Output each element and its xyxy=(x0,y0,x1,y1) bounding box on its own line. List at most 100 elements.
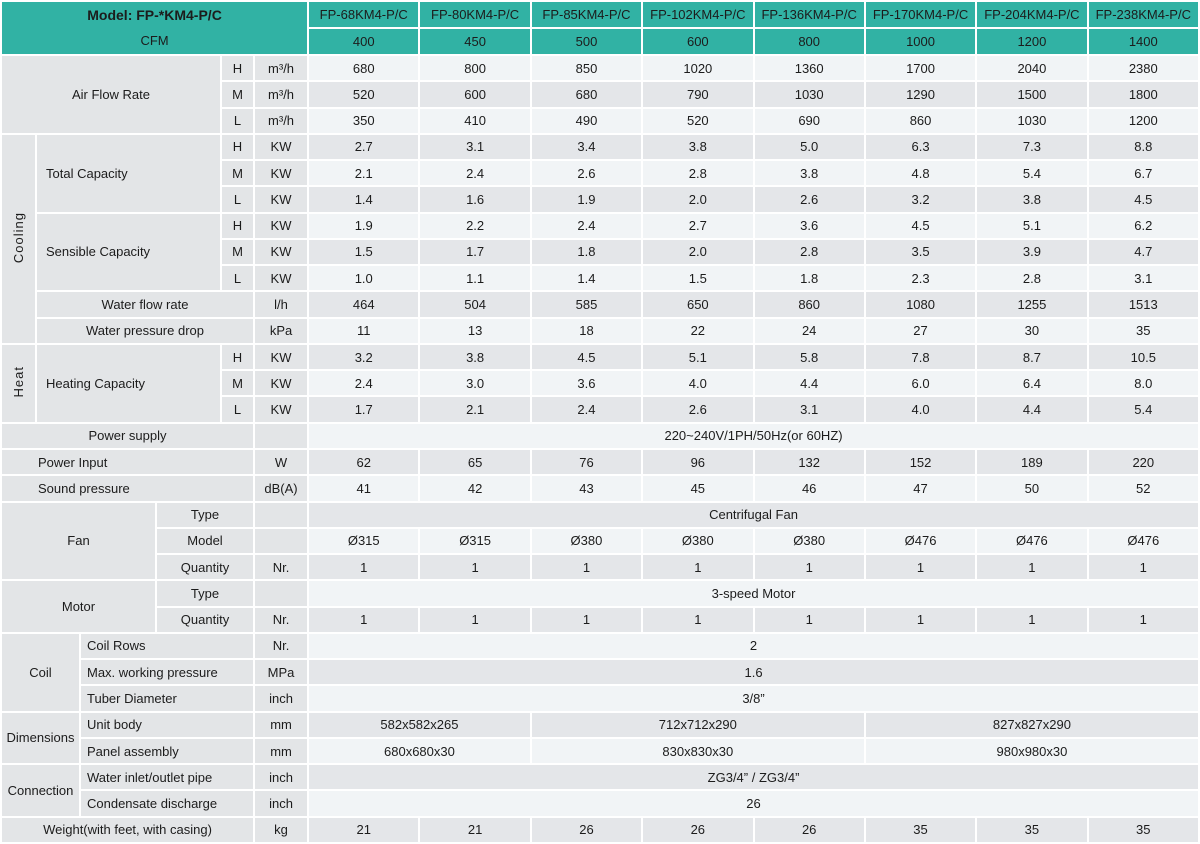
value-cell: 7.3 xyxy=(977,134,1087,160)
value-cell: 30 xyxy=(977,318,1087,343)
section-label-motor: Motor xyxy=(2,581,155,632)
value-cell: 2.1 xyxy=(309,161,419,186)
value-cell: 5.4 xyxy=(1088,397,1198,422)
section-label-heat: Heat xyxy=(2,344,35,422)
row-label-water-pressure: Water pressure drop xyxy=(37,318,253,343)
row-coil-pressure: Max. working pressure MPa 1.6 xyxy=(2,660,1198,685)
value-cell: 1290 xyxy=(865,82,976,107)
value-cell: 3.4 xyxy=(531,134,642,160)
value-cell: 1 xyxy=(977,607,1087,632)
value-cell: 1255 xyxy=(977,292,1087,317)
section-label-fan: Fan xyxy=(2,502,155,580)
row-coil-rows: Coil Coil Rows Nr. 2 xyxy=(2,633,1198,711)
value-cell: 3.6 xyxy=(531,371,642,396)
speed-label: M xyxy=(222,371,253,396)
row-label-fan-model: Model xyxy=(157,528,253,554)
row-sound-pressure: Sound pressure dB(A) 41 42 43 45 46 47 5… xyxy=(2,476,1198,501)
cfm-value-cell: 400 xyxy=(309,29,419,54)
value-cell: 1 xyxy=(420,607,530,632)
value-cell: 520 xyxy=(643,108,753,133)
value-cell: 3.2 xyxy=(309,344,419,370)
speed-label: L xyxy=(222,108,253,133)
value-cell: 3.8 xyxy=(643,134,753,160)
value-cell: 45 xyxy=(643,476,753,501)
row-label-air-flow: Air Flow Rate xyxy=(2,56,220,133)
speed-label: L xyxy=(222,266,253,291)
value-cell: 1 xyxy=(531,555,642,580)
speed-label: H xyxy=(222,134,253,160)
row-panel-assembly: Panel assembly mm 680x680x30 830x830x30 … xyxy=(2,738,1198,764)
value-cell: 860 xyxy=(754,292,864,317)
value-cell: 464 xyxy=(309,292,419,317)
value-cell: 1.8 xyxy=(531,239,642,265)
row-total-m: M KW 2.1 2.4 2.6 2.8 3.8 4.8 5.4 6.7 xyxy=(2,161,1198,186)
value-cell: 1 xyxy=(531,607,642,632)
cfm-value-cell: 450 xyxy=(420,29,530,54)
value-cell: 41 xyxy=(309,476,419,501)
unit-label: dB(A) xyxy=(255,476,308,501)
value-cell: 1030 xyxy=(754,82,864,107)
value-cell: Ø476 xyxy=(1088,528,1198,554)
value-cell: 3.5 xyxy=(865,239,976,265)
row-unit-body: Dimensions Unit body mm 582x582x265 712x… xyxy=(2,712,1198,764)
cfm-value-cell: 1400 xyxy=(1088,29,1198,54)
row-label-sensible-capacity: Sensible Capacity xyxy=(37,213,220,291)
value-cell: 1 xyxy=(754,555,864,580)
value-cell: 860 xyxy=(865,108,976,133)
model-column-header: FP-85KM4-P/C xyxy=(531,2,642,27)
row-motor-type: Motor Type 3-speed Motor xyxy=(2,581,1198,632)
value-cell: 21 xyxy=(309,817,419,842)
row-heating-l: L KW 1.7 2.1 2.4 2.6 3.1 4.0 4.4 5.4 xyxy=(2,397,1198,422)
value-cell: 27 xyxy=(865,318,976,343)
row-heating-h: Heat Heating Capacity H KW 3.2 3.8 4.5 5… xyxy=(2,344,1198,422)
value-cell: 3.2 xyxy=(865,187,976,212)
unit-label: m³/h xyxy=(255,56,308,81)
value-cell: 18 xyxy=(531,318,642,343)
unit-label: m³/h xyxy=(255,82,308,107)
model-column-header: FP-80KM4-P/C xyxy=(420,2,530,27)
row-fan-quantity: Quantity Nr. 1 1 1 1 1 1 1 1 xyxy=(2,555,1198,580)
value-cell: 1.7 xyxy=(309,397,419,422)
row-water-pressure: Water pressure drop kPa 11 13 18 22 24 2… xyxy=(2,318,1198,343)
value-cell: 1.9 xyxy=(531,187,642,212)
speed-label: M xyxy=(222,239,253,265)
value-cell: 3.1 xyxy=(754,397,864,422)
value-cell: 26 xyxy=(754,817,864,842)
value-cell: 1080 xyxy=(865,292,976,317)
value-cell: 35 xyxy=(977,817,1087,842)
value-cell: 2.0 xyxy=(643,187,753,212)
model-column-header: FP-170KM4-P/C xyxy=(865,2,976,27)
unit-label: inch xyxy=(255,791,308,816)
speed-label: L xyxy=(222,397,253,422)
value-cell: 5.4 xyxy=(977,161,1087,186)
value-cell: Ø380 xyxy=(531,528,642,554)
unit-label-empty xyxy=(255,423,308,448)
row-power-input: Power Input W 62 65 76 96 132 152 189 22… xyxy=(2,449,1198,475)
value-cell: 2.8 xyxy=(977,266,1087,291)
speed-label: M xyxy=(222,161,253,186)
unit-label: kg xyxy=(255,817,308,842)
merged-value-cell: 712x712x290 xyxy=(531,712,864,737)
value-cell: 1 xyxy=(1088,607,1198,632)
merged-value-cell: 582x582x265 xyxy=(309,712,530,737)
value-cell: 42 xyxy=(420,476,530,501)
row-label-heating-capacity: Heating Capacity xyxy=(37,344,220,422)
value-cell: 6.3 xyxy=(865,134,976,160)
value-cell: 1200 xyxy=(1088,108,1198,133)
row-label-coil-rows: Coil Rows xyxy=(81,633,253,659)
row-label-motor-type: Type xyxy=(157,581,253,606)
value-cell: 1.6 xyxy=(420,187,530,212)
value-cell: 6.2 xyxy=(1088,213,1198,238)
value-cell: 1360 xyxy=(754,56,864,81)
value-cell: 1020 xyxy=(643,56,753,81)
section-label-connection: Connection xyxy=(2,765,79,816)
model-label: Model: FP-*KM4-P/C xyxy=(87,7,222,23)
value-cell: 850 xyxy=(531,56,642,81)
value-cell: 350 xyxy=(309,108,419,133)
value-cell: 35 xyxy=(1088,817,1198,842)
unit-label: KW xyxy=(255,266,308,291)
row-fan-type: Fan Type Centrifugal Fan xyxy=(2,502,1198,580)
row-total-h: Cooling Total Capacity H KW 2.7 3.1 3.4 … xyxy=(2,134,1198,343)
value-cell: 800 xyxy=(420,56,530,81)
value-cell: 1.7 xyxy=(420,239,530,265)
